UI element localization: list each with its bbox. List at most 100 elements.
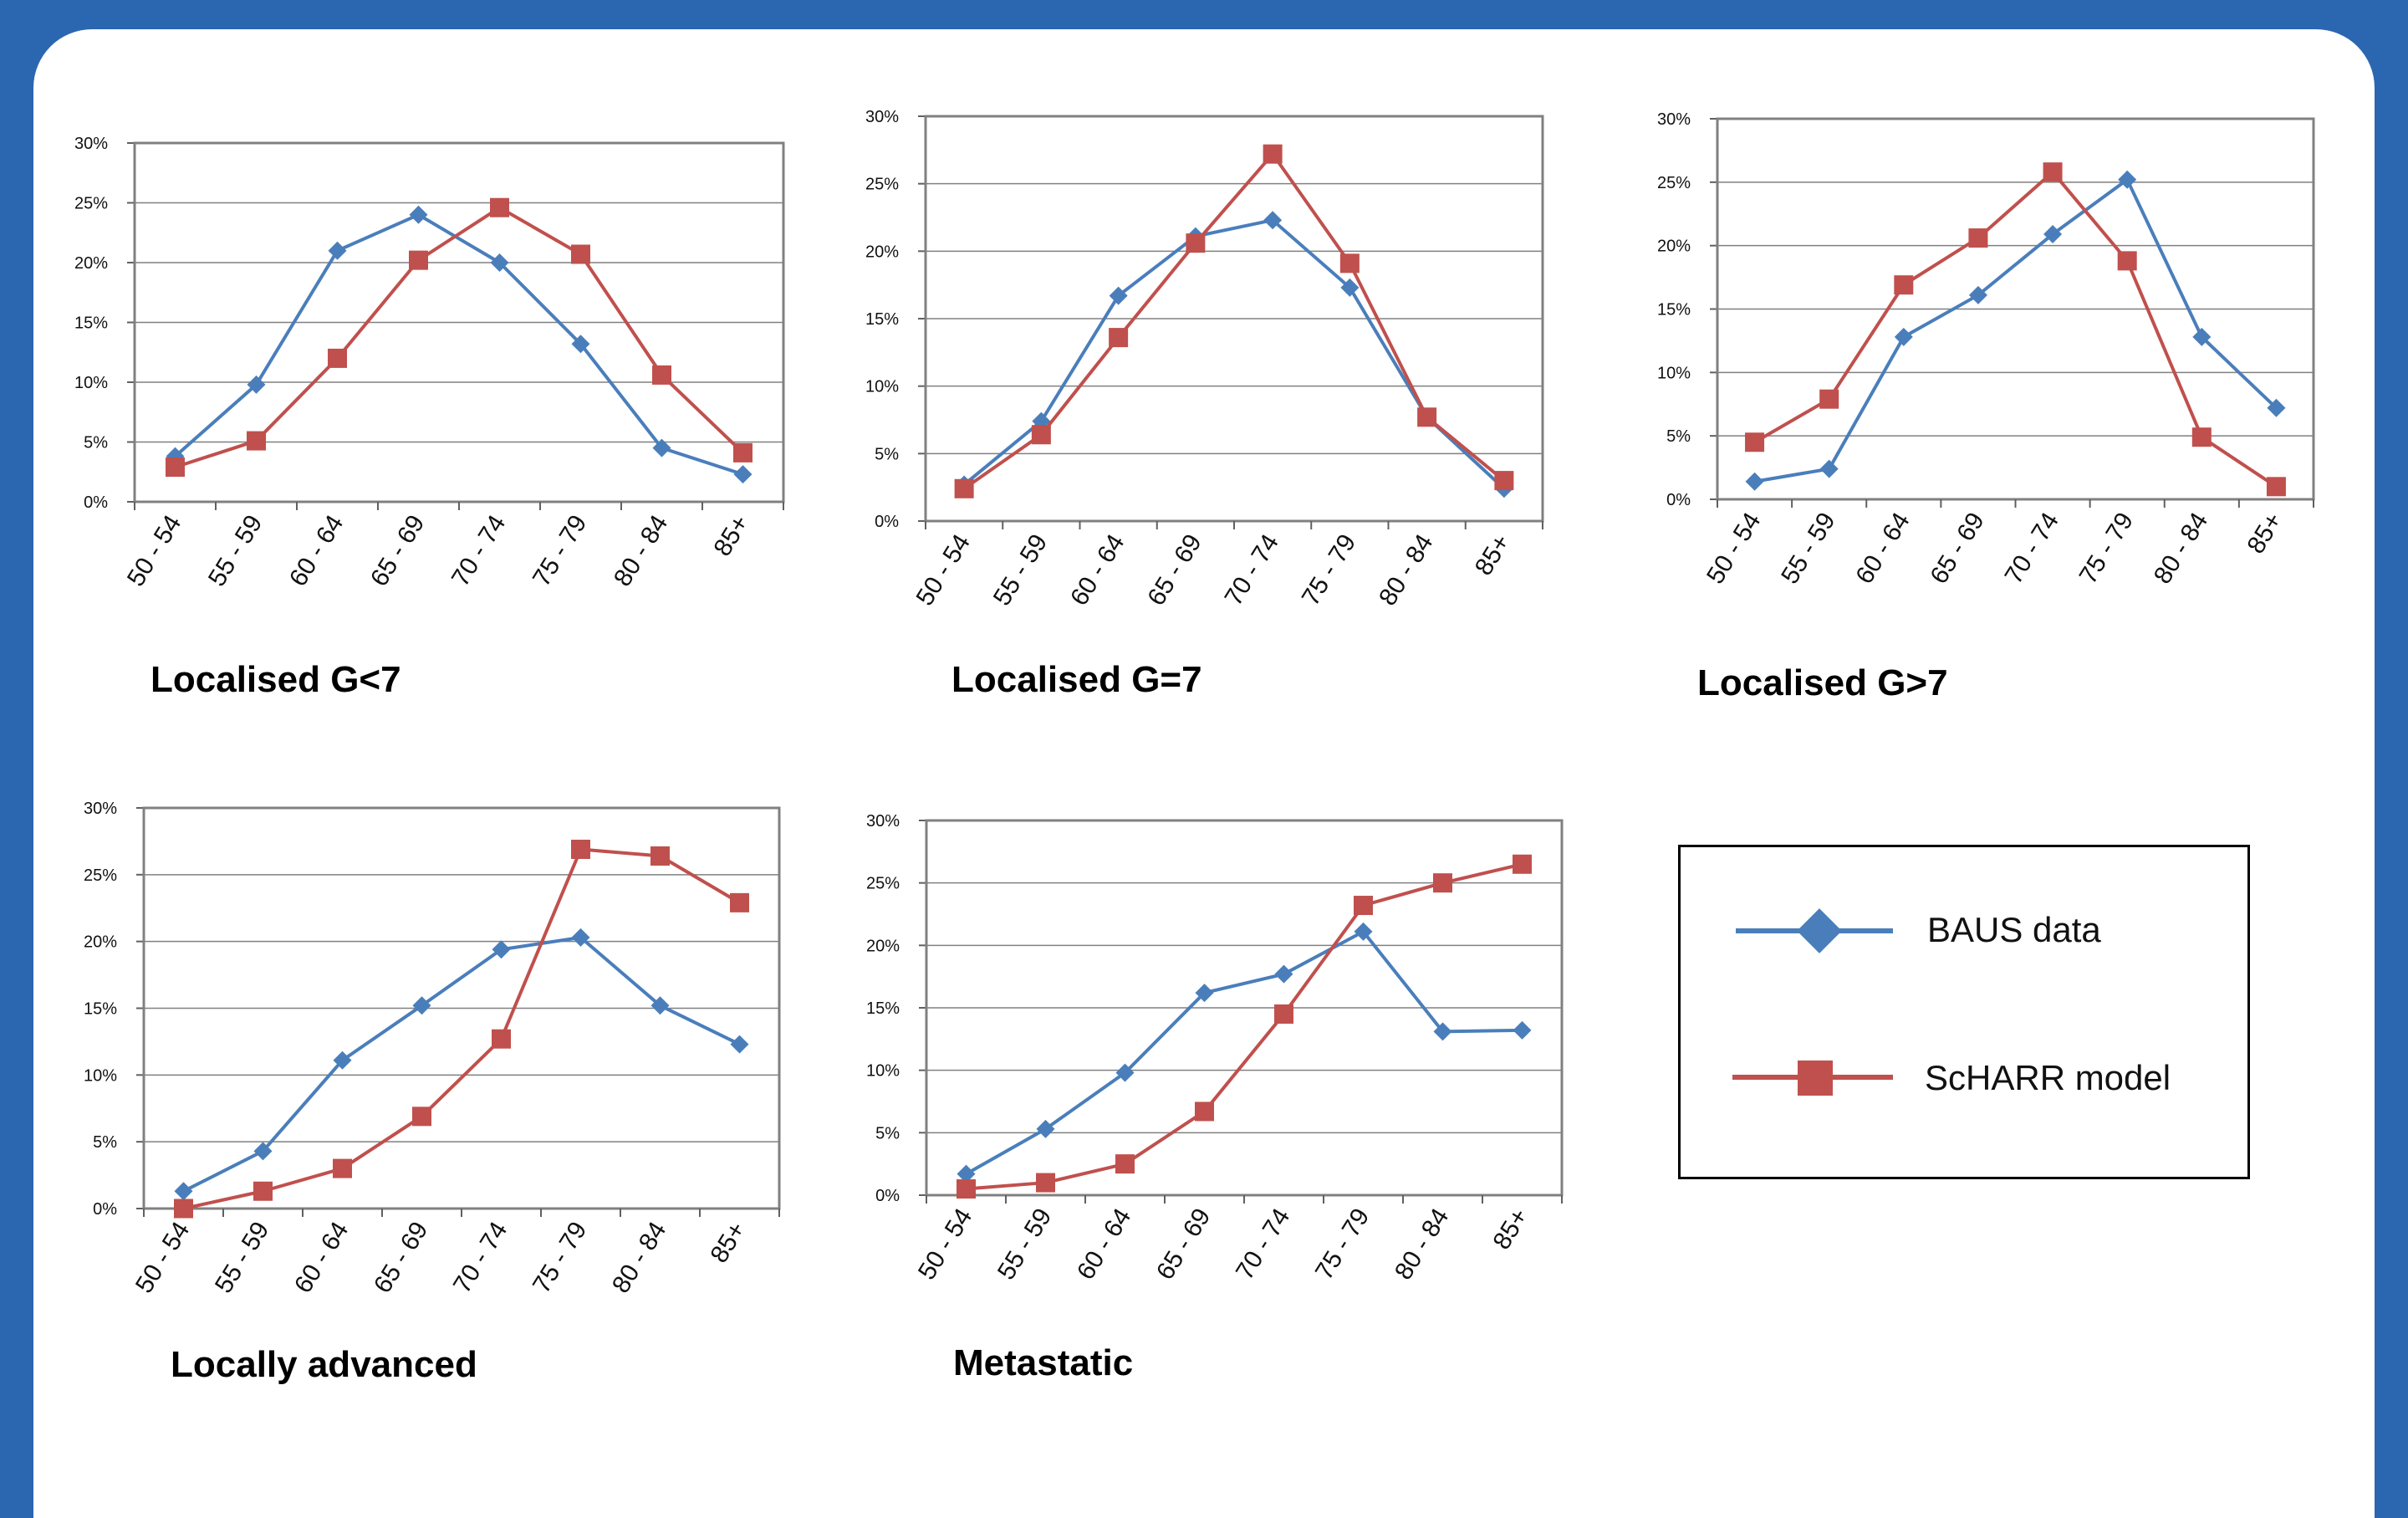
y-tick-label: 30% <box>84 800 117 818</box>
data-point-baus <box>2043 225 2063 244</box>
series-line-scharr <box>183 847 741 1210</box>
data-point-baus <box>2118 170 2137 189</box>
y-tick-label: 0% <box>93 1200 117 1219</box>
data-point-scharr <box>1433 873 1452 893</box>
data-point-baus <box>490 253 509 272</box>
y-tick-label: 25% <box>74 195 108 213</box>
x-tick-label: 65 - 69 <box>1151 1204 1216 1285</box>
data-point-baus <box>957 1164 976 1183</box>
data-point-scharr <box>2191 427 2212 447</box>
y-tick-label: 0% <box>875 513 899 531</box>
y-tick-label: 5% <box>93 1133 117 1152</box>
y-tick-label: 0% <box>875 1187 900 1205</box>
y-tick-label: 10% <box>1657 364 1691 382</box>
data-point-scharr <box>1274 1004 1293 1024</box>
x-tick-label: 55 - 59 <box>992 1204 1057 1285</box>
y-tick-label: 25% <box>84 866 117 885</box>
data-point-scharr <box>571 839 590 859</box>
chart-title: Localised G>7 <box>1697 662 1948 703</box>
data-point-scharr <box>1494 471 1514 491</box>
y-tick-label: 30% <box>865 108 899 126</box>
data-point-scharr <box>2043 162 2063 182</box>
series-line-baus <box>965 929 1523 1176</box>
data-point-scharr <box>1109 328 1129 348</box>
data-point-scharr <box>730 892 749 912</box>
y-tick-label: 25% <box>865 176 899 194</box>
data-point-scharr <box>1354 896 1373 916</box>
data-point-baus <box>247 375 266 394</box>
y-tick-label: 20% <box>84 933 117 952</box>
y-tick-label: 20% <box>1657 238 1691 256</box>
data-point-scharr <box>650 846 670 866</box>
data-point-baus <box>333 1050 352 1070</box>
data-point-baus <box>328 241 347 260</box>
y-tick-label: 10% <box>84 1066 117 1085</box>
x-tick-label: 50 - 54 <box>913 1204 977 1285</box>
y-tick-label: 5% <box>875 1124 900 1142</box>
y-tick-label: 5% <box>875 445 899 463</box>
data-point-baus <box>253 1142 273 1161</box>
data-point-baus <box>409 205 428 224</box>
data-point-baus <box>650 996 670 1015</box>
data-point-baus <box>492 940 511 959</box>
legend-label-baus: BAUS data <box>1927 910 2101 949</box>
chart-title: Localised G<7 <box>150 659 401 700</box>
data-point-baus <box>1968 285 1987 304</box>
data-point-scharr <box>571 244 590 264</box>
data-point-baus <box>1109 286 1128 305</box>
data-point-scharr <box>2117 251 2137 271</box>
y-tick-label: 0% <box>1666 491 1691 509</box>
legend-label-scharr: ScHARR model <box>1925 1058 2171 1097</box>
data-point-scharr <box>409 250 428 270</box>
data-point-scharr <box>652 365 671 385</box>
x-tick-label: 80 - 84 <box>1390 1204 1454 1285</box>
data-point-scharr <box>253 1181 273 1201</box>
data-point-baus <box>571 335 590 354</box>
data-point-scharr <box>1195 1101 1214 1122</box>
series-line-baus <box>1754 177 2278 483</box>
data-point-baus <box>2192 327 2212 346</box>
legend-swatches <box>1732 908 1893 1096</box>
data-point-baus <box>2267 398 2286 417</box>
chart-title: Locally advanced <box>171 1344 477 1385</box>
x-tick-label: 75 - 79 <box>1310 1204 1375 1285</box>
y-tick-label: 15% <box>74 314 108 333</box>
data-point-scharr <box>1417 407 1437 427</box>
y-tick-label: 25% <box>866 875 900 893</box>
data-point-baus <box>733 465 752 484</box>
data-point-baus <box>1354 922 1373 941</box>
data-point-scharr <box>412 1107 431 1127</box>
x-tick-label: 60 - 64 <box>1072 1204 1136 1285</box>
y-tick-label: 20% <box>74 254 108 273</box>
data-point-baus <box>652 438 671 457</box>
diamond-marker-icon <box>1797 908 1842 953</box>
y-tick-label: 10% <box>865 378 899 396</box>
y-tick-label: 15% <box>1657 301 1691 319</box>
data-point-scharr <box>1339 253 1360 273</box>
data-point-scharr <box>1115 1154 1135 1174</box>
y-tick-label: 20% <box>865 243 899 261</box>
data-point-baus <box>1274 964 1293 984</box>
y-tick-label: 15% <box>866 999 900 1018</box>
data-point-baus <box>571 928 590 947</box>
figure-panel <box>33 29 2375 1518</box>
data-point-scharr <box>174 1199 193 1219</box>
y-tick-label: 30% <box>866 812 900 831</box>
data-point-baus <box>1340 278 1360 297</box>
y-tick-label: 0% <box>84 493 108 512</box>
y-tick-label: 30% <box>74 135 108 153</box>
data-point-scharr <box>1745 432 1765 452</box>
series-line-scharr <box>174 206 744 469</box>
data-point-scharr <box>247 431 266 451</box>
data-point-baus <box>1745 472 1764 491</box>
data-point-baus <box>1115 1063 1135 1082</box>
data-point-scharr <box>1513 854 1532 874</box>
data-point-baus <box>1263 211 1283 230</box>
y-tick-label: 10% <box>74 374 108 392</box>
data-point-scharr <box>492 1029 511 1049</box>
data-point-baus <box>1819 459 1839 478</box>
